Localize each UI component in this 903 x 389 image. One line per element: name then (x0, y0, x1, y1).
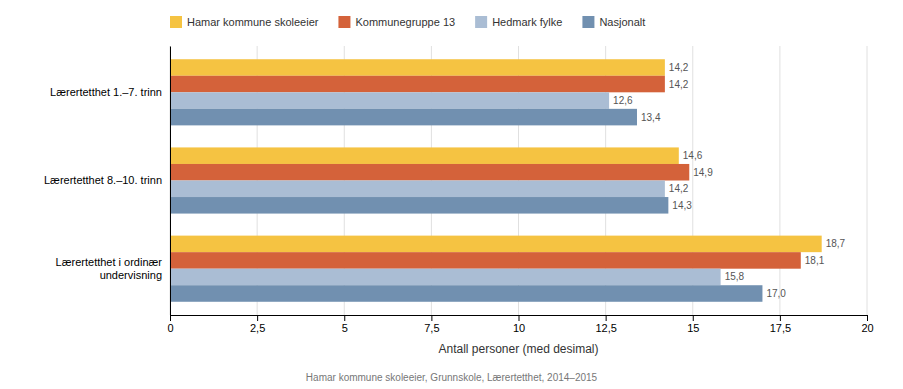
grid-line (867, 46, 868, 315)
x-tick-mark (344, 315, 345, 321)
data-labels: 18,7 14,6 14,2 18,1 14,9 14,2 15,8 14,2 12,6 17,0… (613, 62, 845, 299)
bar (170, 59, 665, 76)
legend-item: Nasjonalt (582, 16, 645, 28)
bar (170, 197, 668, 214)
x-tick-label: 7,5 (424, 322, 439, 334)
data-label: 14,2 (669, 62, 689, 73)
chart-container: 18,7 14,6 14,2 18,1 14,9 14,2 15,8 14,2 12,6 17,0… (0, 0, 903, 389)
bar (170, 181, 665, 198)
y-tick-label-line: undervisning (100, 269, 162, 281)
data-label: 14,2 (669, 79, 689, 90)
grid-line (170, 46, 171, 315)
y-tick: Lærertetthet 8.–10. trinn (44, 174, 162, 186)
x-tick: 7,5 (424, 315, 439, 334)
x-tick: 20 (861, 315, 873, 334)
legend-swatch (582, 16, 594, 28)
x-tick: 0 (167, 315, 173, 334)
x-tick-label: 12,5 (595, 322, 616, 334)
data-label: 18,7 (826, 238, 846, 249)
y-tick: Lærertetthet 1.–7. trinn (50, 86, 162, 98)
x-tick-mark (519, 315, 520, 321)
data-label: 12,6 (613, 95, 633, 106)
x-tick-mark (606, 315, 607, 321)
legend-item: Hamar kommune skoleeier (170, 16, 319, 28)
y-tick-label: Lærertetthet 8.–10. trinn (44, 174, 162, 186)
data-label: 14,2 (669, 183, 689, 194)
x-axis-title: Antall personer (med desimal) (438, 342, 598, 356)
legend-label: Hamar kommune skoleeier (187, 16, 319, 28)
data-label: 18,1 (805, 255, 825, 266)
y-axis-line (170, 47, 171, 316)
x-tick-label: 0 (167, 322, 173, 334)
x-tick: 15 (687, 315, 699, 334)
legend: Hamar kommune skoleeier Kommunegruppe 13 H… (170, 16, 645, 28)
legend-label: Hedmark fylke (492, 16, 562, 28)
plot-area: 18,7 14,6 14,2 18,1 14,9 14,2 15,8 14,2 12,6 17,0… (44, 46, 874, 334)
bar (170, 285, 762, 302)
x-tick-mark (170, 315, 171, 321)
y-tick-label-line: Lærertetthet 8.–10. trinn (44, 174, 162, 186)
x-tick: 10 (513, 315, 525, 334)
y-tick: Lærertetthet i ordinærundervisning (56, 256, 163, 281)
legend-swatch (338, 16, 350, 28)
y-axis: Lærertetthet 1.–7. trinn Lærertetthet 8.–… (44, 47, 171, 316)
bar (170, 109, 637, 126)
x-tick-label: 5 (342, 322, 348, 334)
data-label: 14,9 (693, 167, 713, 178)
x-tick-mark (693, 315, 694, 321)
grid (170, 46, 867, 315)
bar (170, 164, 689, 181)
bars (170, 59, 822, 302)
x-tick-mark (780, 315, 781, 321)
x-axis-line (171, 316, 868, 322)
x-tick: 2,5 (250, 315, 265, 334)
x-tick-label: 20 (861, 322, 873, 334)
chart-svg: 18,7 14,6 14,2 18,1 14,9 14,2 15,8 14,2 12,6 17,0… (0, 0, 903, 389)
footnote: Hamar kommune skoleeier, Grunnskole, Lær… (306, 372, 598, 383)
x-tick-label: 2,5 (250, 322, 265, 334)
legend-label: Kommunegruppe 13 (355, 16, 455, 28)
legend-item: Hedmark fylke (475, 16, 562, 28)
x-tick: 5 (342, 315, 348, 334)
bar (170, 269, 721, 286)
x-tick-label: 17,5 (770, 322, 791, 334)
bar (170, 147, 679, 164)
x-tick-mark (867, 315, 868, 321)
y-tick-label: Lærertetthet 1.–7. trinn (50, 86, 162, 98)
legend-label: Nasjonalt (599, 16, 645, 28)
x-tick-label: 10 (513, 322, 525, 334)
legend-swatch (170, 16, 182, 28)
legend-swatch (475, 16, 487, 28)
data-label: 14,3 (672, 200, 692, 211)
grid-line (779, 46, 780, 315)
x-tick-label: 15 (687, 322, 699, 334)
y-tick-label-line: Lærertetthet i ordinær (56, 256, 163, 268)
x-tick: 12,5 (595, 315, 616, 334)
data-label: 15,8 (725, 271, 745, 282)
x-axis: 0 2,5 5 7,5 10 12,5 15 17,5 20 (167, 315, 873, 334)
bar (170, 236, 822, 253)
x-tick-mark (431, 315, 432, 321)
bar (170, 76, 665, 93)
x-tick-mark (257, 315, 258, 321)
legend-item: Kommunegruppe 13 (338, 16, 455, 28)
data-label: 17,0 (766, 288, 786, 299)
y-tick-label-line: Lærertetthet 1.–7. trinn (50, 86, 162, 98)
bar (170, 252, 801, 269)
x-tick: 17,5 (770, 315, 791, 334)
data-label: 13,4 (641, 112, 661, 123)
y-tick-label: Lærertetthet i ordinærundervisning (56, 256, 163, 281)
data-label: 14,6 (683, 150, 703, 161)
bar (170, 92, 609, 109)
